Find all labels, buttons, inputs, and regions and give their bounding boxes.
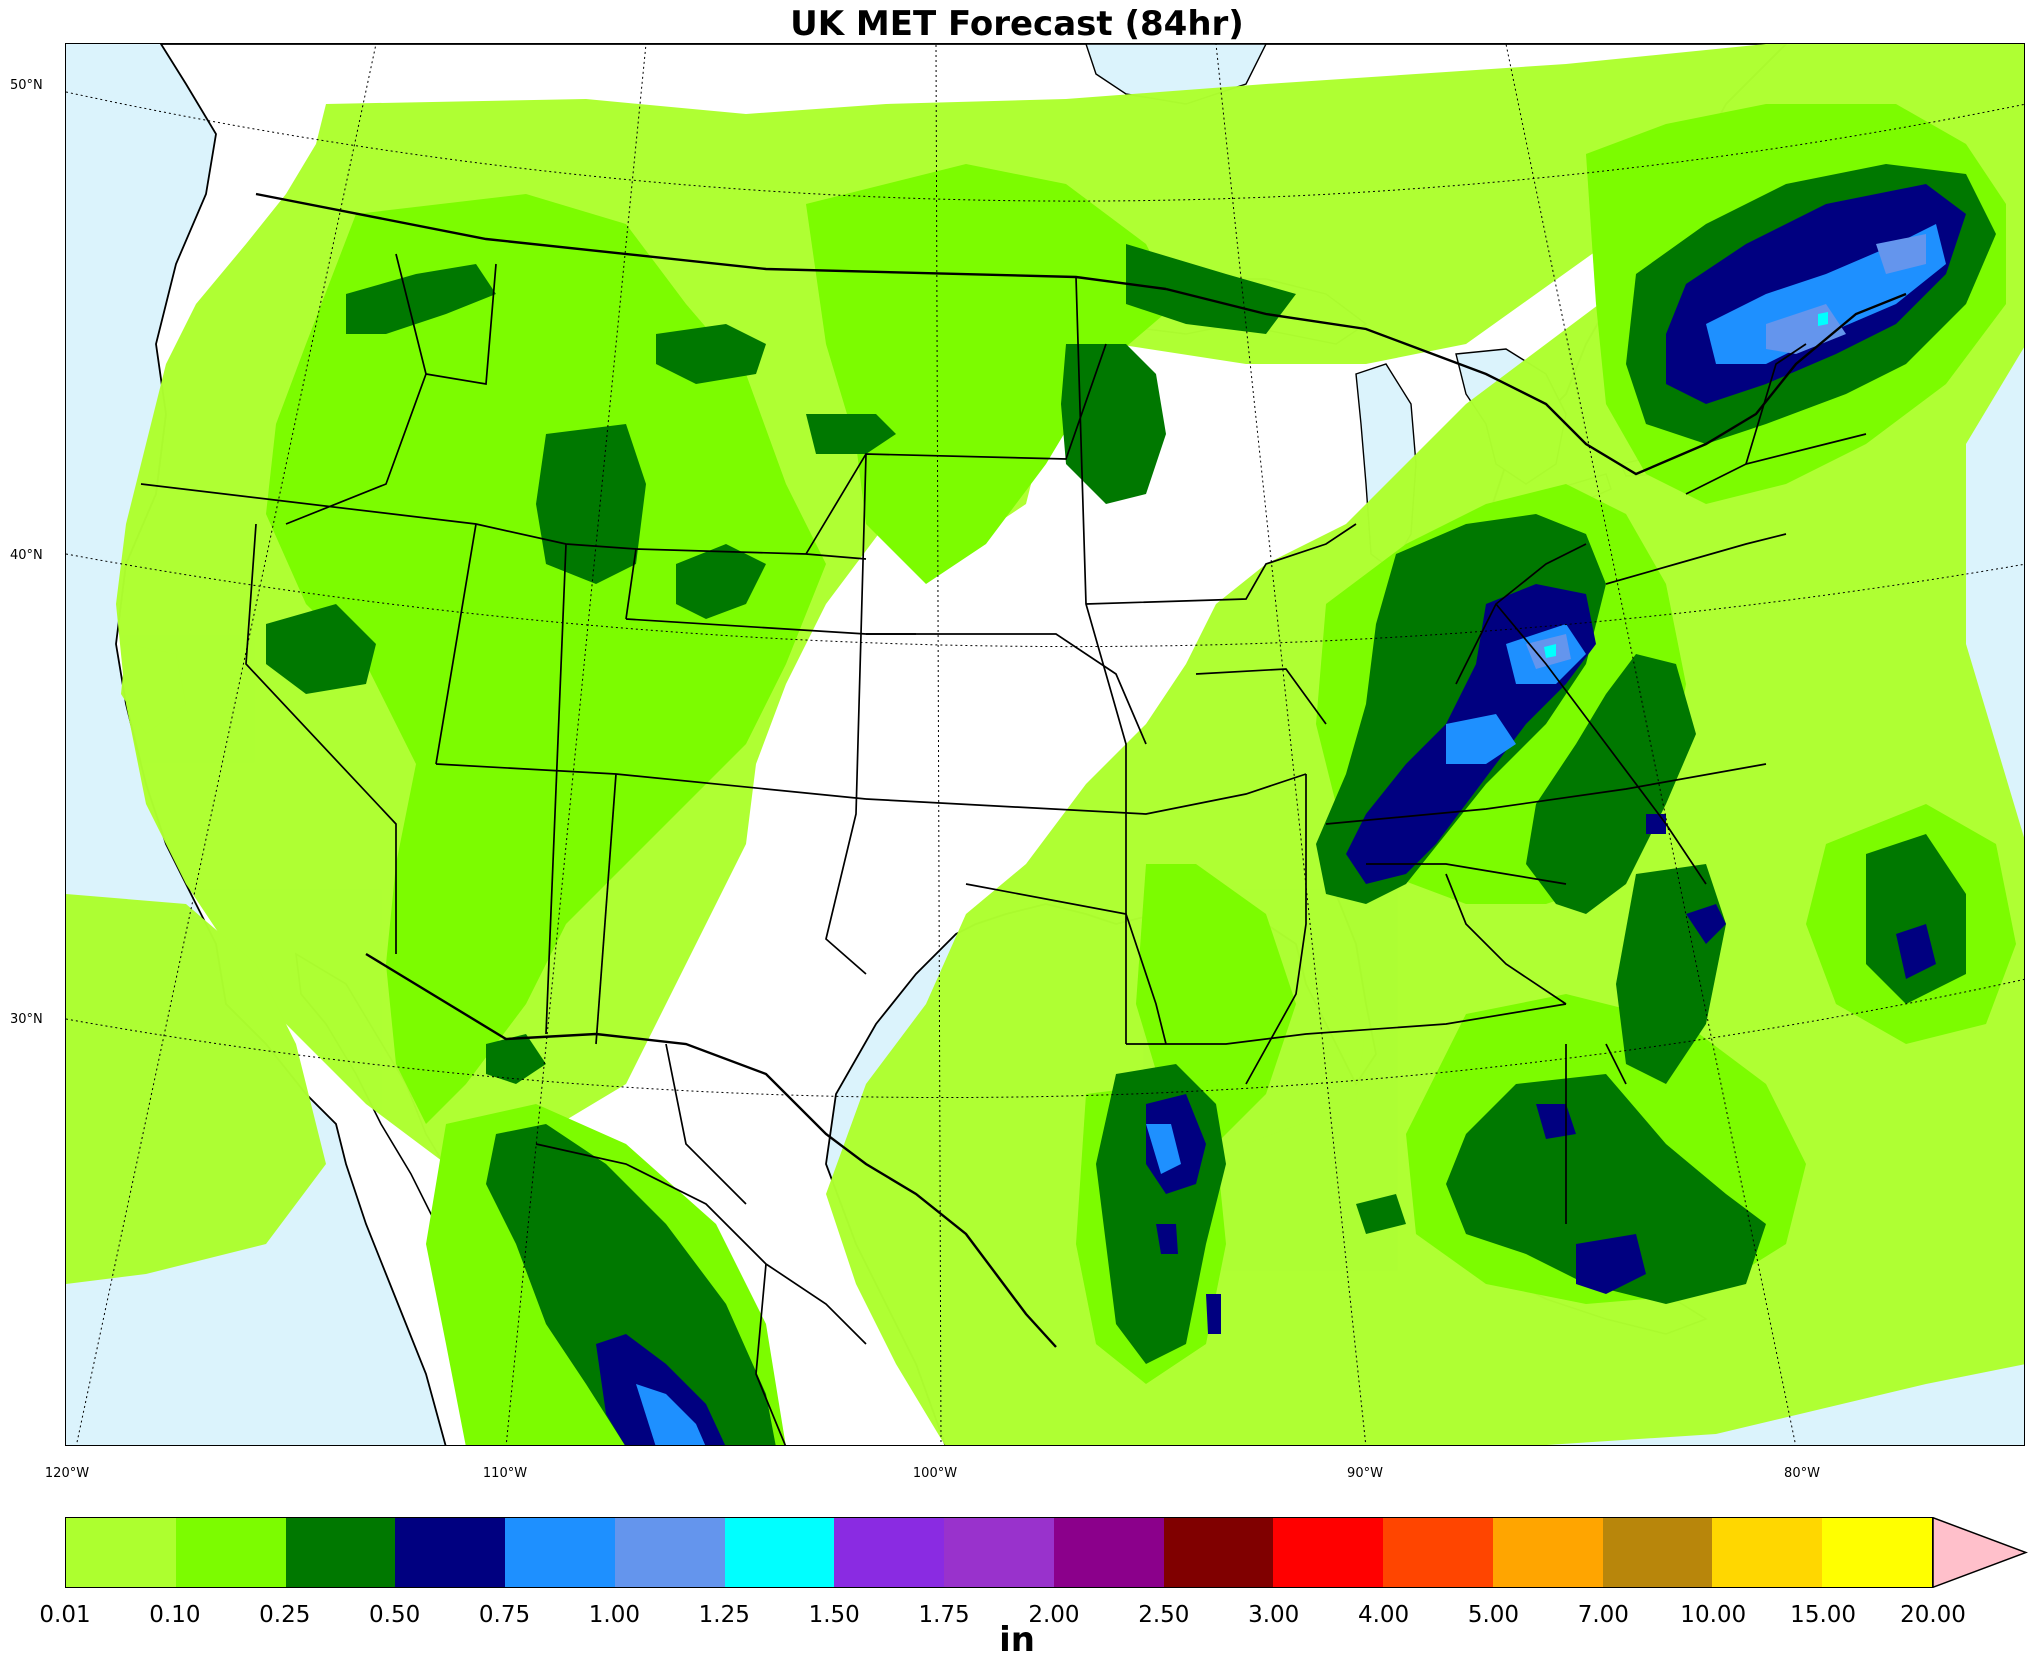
colorbar-tick-label: 20.00 [1900,1602,1966,1628]
map-title: UK MET Forecast (84hr) [790,4,1244,44]
colorbar-tick-label: 15.00 [1790,1602,1857,1628]
colorbar [65,1517,1933,1588]
lat-label-40: 40°N [10,548,43,563]
colorbar-swatch-2 [285,1518,396,1587]
colorbar-tick-label: 0.75 [478,1602,531,1628]
precip-1.25-1.50 [1544,312,1828,658]
colorbar-tick-label: 7.00 [1577,1602,1629,1628]
colorbar-swatch-0 [66,1518,176,1587]
lat-label-30: 30°N [10,1012,43,1027]
colorbar-tick-label: 0.25 [259,1602,311,1628]
colorbar-tick-label: 5.00 [1467,1602,1520,1628]
state-borders [140,253,1867,1445]
colorbar-swatch-5 [614,1518,725,1587]
colorbar-tick-label: 1.25 [698,1602,750,1628]
colorbar-extend-arrow [1933,1517,2028,1588]
colorbar-tick-label: 2.00 [1028,1602,1080,1628]
colorbar-swatch-1 [175,1518,286,1587]
colorbar-swatch-8 [944,1518,1054,1587]
colorbar-tick-label: 0.10 [149,1602,201,1628]
colorbar-tick-label: 1.75 [918,1602,970,1628]
lon-label-120: 120°W [44,1466,90,1481]
lat-label-50: 50°N [10,78,43,93]
colorbar-swatch-12 [1383,1518,1493,1587]
colorbar-tick-label: 0.50 [369,1602,421,1628]
colorbar-swatch-7 [834,1518,945,1587]
lon-label-110: 110°W [482,1466,528,1481]
lon-label-90: 90°W [1347,1466,1383,1481]
colorbar-swatch-4 [505,1518,615,1587]
colorbar-tick-label: 4.00 [1357,1602,1410,1628]
colorbar-swatch-9 [1053,1518,1164,1587]
colorbar-swatch-6 [724,1518,835,1587]
colorbar-swatch-11 [1273,1518,1384,1587]
colorbar-tick-label: 0.01 [39,1602,91,1628]
lon-label-100: 100°W [912,1466,958,1481]
colorbar-swatch-15 [1712,1518,1823,1587]
colorbar-swatch-10 [1163,1518,1274,1587]
graticule [66,44,2024,1445]
colorbar-swatch-3 [395,1518,506,1587]
colorbar-tick-label: 10.00 [1680,1602,1747,1628]
colorbar-swatch-16 [1822,1518,1933,1587]
colorbar-tick-label: 3.00 [1248,1602,1300,1628]
colorbar-tick-label: 1.00 [588,1602,641,1628]
political-borders [255,192,1907,1348]
colorbar-tick-label: 2.50 [1138,1602,1190,1628]
colorbar-swatch-14 [1602,1518,1713,1587]
colorbar-unit: in [999,1620,1035,1660]
colorbar-tick-label: 1.50 [808,1602,860,1628]
colorbar-swatch-13 [1492,1518,1603,1587]
precipitation-map [65,43,2025,1446]
lon-label-80: 80°W [1784,1466,1820,1481]
